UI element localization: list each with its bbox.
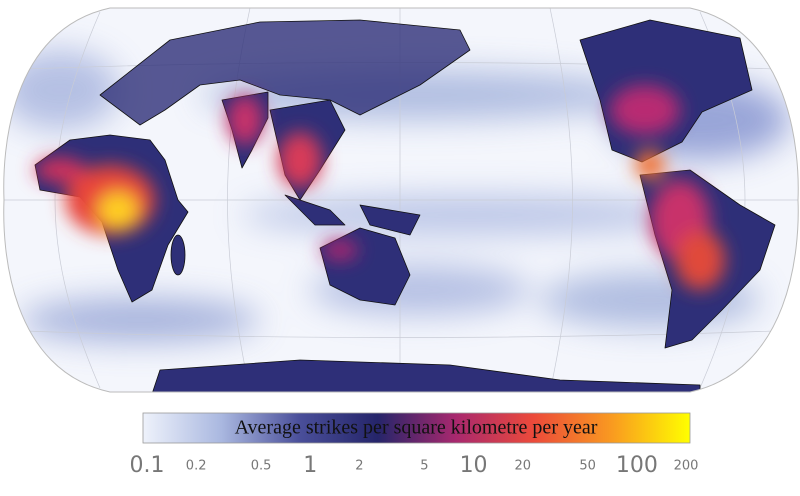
hotspot — [227, 95, 263, 145]
hotspots — [35, 85, 725, 290]
colorbar-tick-label: 50 — [579, 459, 596, 474]
colorbar — [142, 412, 691, 444]
colorbar-tick-label: 100 — [616, 453, 658, 478]
hotspot — [322, 240, 358, 260]
colorbar-tick-label: 20 — [514, 459, 531, 474]
hotspot — [635, 150, 665, 180]
hotspot — [278, 132, 322, 188]
colorbar-tick-label: 2 — [355, 459, 363, 474]
colorbar-title: Average strikes per square kilometre per… — [235, 417, 598, 439]
map-outline — [3, 7, 799, 393]
colorbar-tick-label: 0.5 — [251, 459, 272, 474]
colorbar-tick-label: 0.2 — [186, 459, 207, 474]
hotspot — [35, 158, 85, 182]
band — [20, 298, 260, 342]
band — [3, 50, 120, 130]
grid-line — [549, 8, 573, 392]
map — [3, 8, 799, 392]
hotspot — [675, 230, 725, 290]
madagascar — [170, 234, 186, 276]
indonesia — [284, 194, 346, 226]
colorbar-tick-label: 10 — [460, 453, 488, 478]
hotspot — [98, 192, 138, 228]
new-guinea — [359, 204, 421, 236]
colorbar-tick-label: 0.1 — [130, 453, 165, 478]
eurasia — [99, 19, 471, 126]
grid-line — [54, 11, 101, 389]
antarctica — [149, 359, 701, 392]
colorbar-tick-label: 1 — [303, 453, 317, 478]
colorbar-tick-label: 200 — [674, 459, 699, 474]
colorbar-tick-label: 5 — [420, 459, 428, 474]
band — [240, 195, 700, 235]
hotspot — [610, 85, 680, 135]
